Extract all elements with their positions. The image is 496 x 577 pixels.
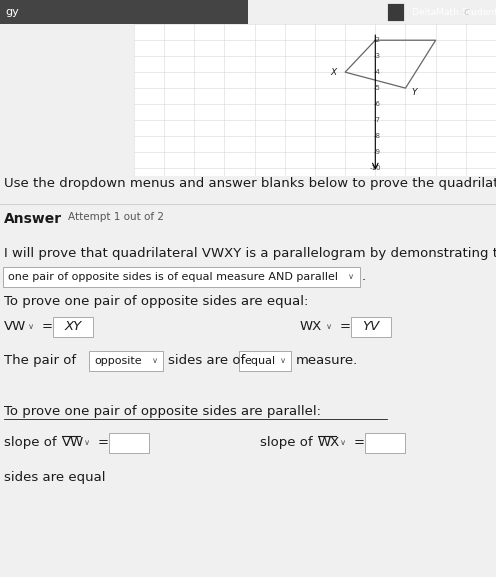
Text: ∨: ∨	[28, 323, 34, 331]
Text: gy: gy	[5, 7, 19, 17]
Text: Attempt 1 out of 2: Attempt 1 out of 2	[68, 212, 164, 222]
Text: -10: -10	[369, 165, 381, 171]
Text: -4: -4	[374, 69, 381, 75]
FancyBboxPatch shape	[365, 433, 405, 453]
Text: -8: -8	[374, 133, 381, 139]
FancyBboxPatch shape	[239, 351, 291, 371]
Text: To prove one pair of opposite sides are parallel:: To prove one pair of opposite sides are …	[4, 405, 321, 418]
Text: =: =	[42, 320, 53, 334]
Text: ∨: ∨	[326, 323, 332, 331]
Text: To prove one pair of opposite sides are equal:: To prove one pair of opposite sides are …	[4, 295, 309, 308]
Text: X: X	[330, 68, 336, 77]
Text: =: =	[354, 436, 365, 449]
Text: one pair of opposite sides is of equal measure AND parallel: one pair of opposite sides is of equal m…	[8, 272, 338, 282]
FancyBboxPatch shape	[387, 3, 404, 21]
Text: sides are of: sides are of	[168, 354, 245, 368]
Text: ∨: ∨	[84, 439, 90, 448]
Text: Y: Y	[412, 88, 417, 98]
Text: .: .	[362, 271, 366, 283]
Text: sides are equal: sides are equal	[4, 471, 106, 484]
Text: ∨: ∨	[280, 357, 286, 365]
Text: XY: XY	[64, 320, 82, 334]
Text: -7: -7	[374, 117, 381, 123]
FancyBboxPatch shape	[3, 267, 360, 287]
Text: c: c	[463, 7, 469, 17]
FancyBboxPatch shape	[53, 317, 93, 337]
Text: DeltaMath Student: DeltaMath Student	[412, 8, 496, 17]
Text: ∨: ∨	[340, 439, 346, 448]
Text: equal: equal	[244, 356, 275, 366]
Text: -6: -6	[374, 101, 381, 107]
Text: -9: -9	[374, 149, 381, 155]
Text: =: =	[340, 320, 351, 334]
Text: opposite: opposite	[94, 356, 142, 366]
Text: WX: WX	[300, 320, 322, 334]
Text: -3: -3	[374, 53, 381, 59]
Text: VW: VW	[62, 436, 84, 449]
Text: slope of: slope of	[260, 436, 312, 449]
FancyBboxPatch shape	[351, 317, 391, 337]
Text: WX: WX	[318, 436, 340, 449]
Text: measure.: measure.	[296, 354, 358, 368]
Text: =: =	[98, 436, 109, 449]
Text: Use the dropdown menus and answer blanks below to prove the quadrilateral is a p: Use the dropdown menus and answer blanks…	[4, 177, 496, 190]
FancyBboxPatch shape	[0, 0, 248, 24]
Text: The pair of: The pair of	[4, 354, 76, 368]
Text: Answer: Answer	[4, 212, 62, 226]
Text: YV: YV	[363, 320, 379, 334]
Text: -2: -2	[374, 37, 381, 43]
FancyBboxPatch shape	[109, 433, 149, 453]
FancyBboxPatch shape	[89, 351, 163, 371]
Text: ∨: ∨	[152, 357, 158, 365]
Text: ∨: ∨	[348, 272, 354, 282]
Text: -5: -5	[374, 85, 381, 91]
Text: slope of: slope of	[4, 436, 57, 449]
Text: I will prove that quadrilateral VWXY is a parallelogram by demonstrating that: I will prove that quadrilateral VWXY is …	[4, 247, 496, 260]
Text: VW: VW	[4, 320, 26, 334]
